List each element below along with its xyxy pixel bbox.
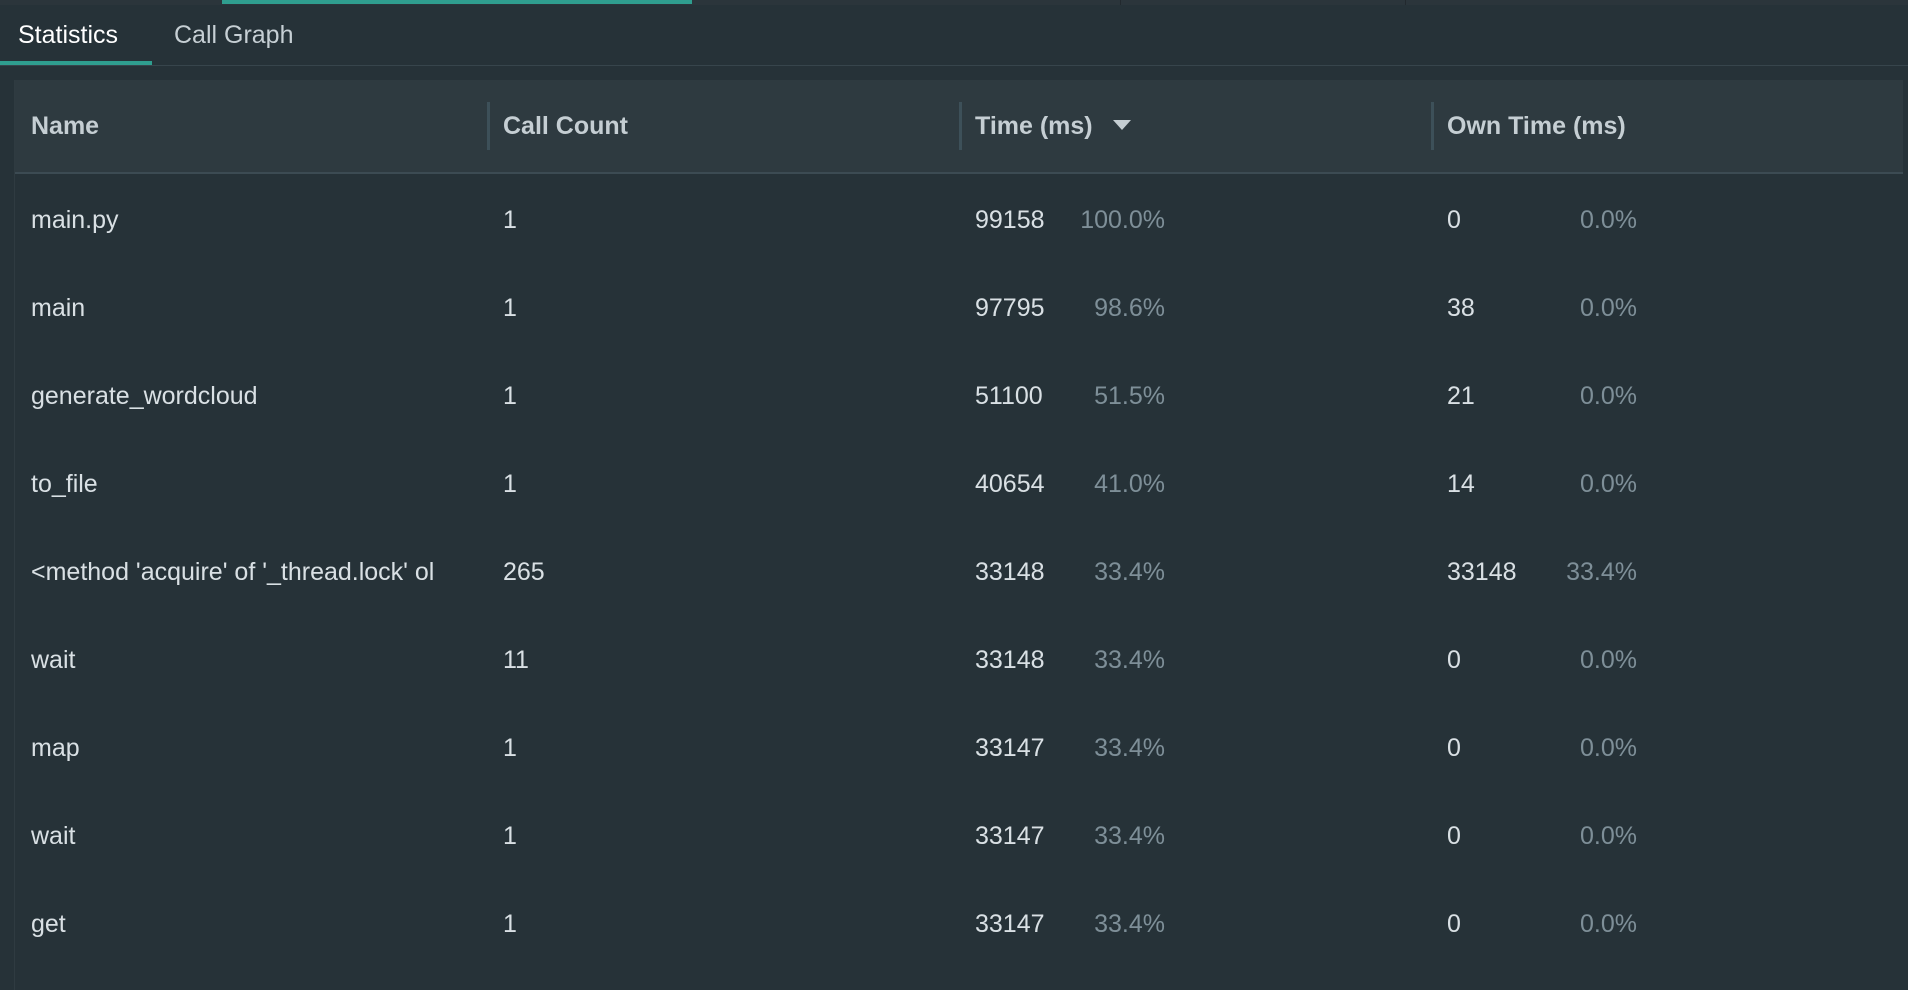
time-value: 33148 — [975, 646, 1045, 674]
tab-call-graph[interactable]: Call Graph — [174, 21, 294, 49]
call-count: 1 — [503, 910, 517, 938]
time-percent: 98.6% — [1094, 294, 1165, 322]
time-value: 51100 — [975, 382, 1043, 410]
column-header-label: Own Time (ms) — [1447, 112, 1626, 140]
time-value: 33147 — [975, 910, 1045, 938]
call-count: 1 — [503, 294, 517, 322]
call-count: 1 — [503, 734, 517, 762]
function-name: main — [31, 294, 86, 322]
function-name: <method 'acquire' of '_thread.lock' ol — [31, 558, 435, 586]
function-name: get — [31, 910, 66, 938]
own-time-value: 14 — [1447, 470, 1475, 498]
call-count: 1 — [503, 470, 517, 498]
own-time-percent: 0.0% — [1580, 382, 1637, 410]
column-header-label: Call Count — [503, 112, 628, 140]
own-time-value: 0 — [1447, 822, 1461, 850]
function-name: map — [31, 734, 80, 762]
column-header-label: Name — [31, 112, 100, 140]
sort-descending-icon — [1112, 120, 1131, 131]
time-percent: 41.0% — [1094, 470, 1165, 498]
time-value: 97795 — [975, 294, 1045, 322]
column-header-call-count[interactable]: Call Count — [503, 80, 628, 172]
time-value: 33148 — [975, 558, 1045, 586]
statistics-table: Name Call Count Time (ms) Own Time (ms) … — [14, 80, 1903, 990]
own-time-percent: 33.4% — [1566, 558, 1637, 586]
time-percent: 33.4% — [1094, 822, 1165, 850]
column-resize-handle[interactable] — [959, 102, 962, 150]
top-progress-strip — [0, 0, 1908, 5]
own-time-percent: 0.0% — [1580, 206, 1637, 234]
time-percent: 33.4% — [1094, 646, 1165, 674]
time-percent: 33.4% — [1094, 558, 1165, 586]
column-header-own-time[interactable]: Own Time (ms) — [1447, 80, 1626, 172]
tab-statistics[interactable]: Statistics — [0, 5, 152, 65]
tab-bar: Statistics Call Graph — [0, 5, 1908, 66]
progress-indicator — [222, 0, 692, 4]
time-percent: 33.4% — [1094, 734, 1165, 762]
time-value: 99158 — [975, 206, 1045, 234]
table-row[interactable]: get 1 33147 33.4% 0 0.0% — [15, 880, 1903, 968]
call-count: 265 — [503, 558, 545, 586]
column-resize-handle[interactable] — [1431, 102, 1434, 150]
own-time-value: 0 — [1447, 910, 1461, 938]
table-header: Name Call Count Time (ms) Own Time (ms) — [15, 80, 1903, 174]
time-value: 33147 — [975, 734, 1045, 762]
function-name: to_file — [31, 470, 98, 498]
call-count: 11 — [503, 646, 529, 674]
function-name: main.py — [31, 206, 119, 234]
time-percent: 33.4% — [1094, 910, 1165, 938]
call-count: 1 — [503, 206, 517, 234]
column-header-name[interactable]: Name — [31, 80, 99, 172]
own-time-value: 33148 — [1447, 558, 1517, 586]
function-name: wait — [31, 646, 76, 674]
own-time-value: 21 — [1447, 382, 1475, 410]
table-body: main.py 1 99158 100.0% 0 0.0% main 1 977… — [15, 176, 1903, 968]
call-count: 1 — [503, 822, 517, 850]
own-time-percent: 0.0% — [1580, 294, 1637, 322]
table-row[interactable]: to_file 1 40654 41.0% 14 0.0% — [15, 440, 1903, 528]
own-time-percent: 0.0% — [1580, 822, 1637, 850]
own-time-percent: 0.0% — [1580, 470, 1637, 498]
table-row[interactable]: <method 'acquire' of '_thread.lock' ol 2… — [15, 528, 1903, 616]
time-value: 40654 — [975, 470, 1045, 498]
own-time-percent: 0.0% — [1580, 646, 1637, 674]
function-name: wait — [31, 822, 76, 850]
own-time-value: 0 — [1447, 206, 1461, 234]
table-row[interactable]: generate_wordcloud 1 51100 51.5% 21 0.0% — [15, 352, 1903, 440]
strip-divider — [1405, 0, 1406, 5]
own-time-value: 0 — [1447, 646, 1461, 674]
call-count: 1 — [503, 382, 517, 410]
own-time-value: 0 — [1447, 734, 1461, 762]
time-percent: 51.5% — [1094, 382, 1165, 410]
time-value: 33147 — [975, 822, 1045, 850]
own-time-value: 38 — [1447, 294, 1475, 322]
own-time-percent: 0.0% — [1580, 910, 1637, 938]
table-row[interactable]: wait 1 33147 33.4% 0 0.0% — [15, 792, 1903, 880]
table-row[interactable]: map 1 33147 33.4% 0 0.0% — [15, 704, 1903, 792]
column-header-time[interactable]: Time (ms) — [975, 80, 1131, 172]
function-name: generate_wordcloud — [31, 382, 258, 410]
table-row[interactable]: main 1 97795 98.6% 38 0.0% — [15, 264, 1903, 352]
time-percent: 100.0% — [1080, 206, 1165, 234]
column-resize-handle[interactable] — [487, 102, 490, 150]
table-row[interactable]: wait 11 33148 33.4% 0 0.0% — [15, 616, 1903, 704]
table-row[interactable]: main.py 1 99158 100.0% 0 0.0% — [15, 176, 1903, 264]
strip-divider — [1120, 0, 1121, 5]
own-time-percent: 0.0% — [1580, 734, 1637, 762]
column-header-label: Time (ms) — [975, 112, 1093, 140]
